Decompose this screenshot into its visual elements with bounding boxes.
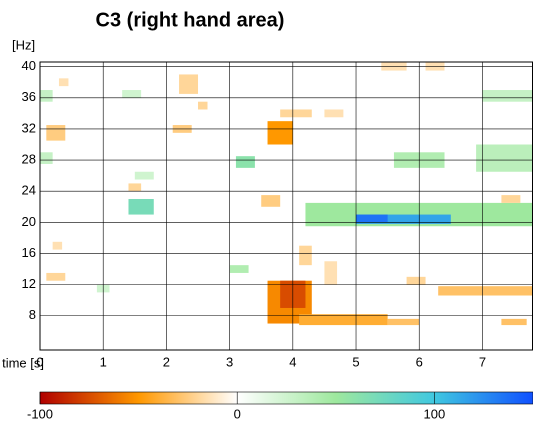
x-tick-label: 2	[163, 354, 170, 369]
heatmap-cell	[46, 272, 66, 281]
heatmap-cell	[381, 62, 407, 71]
heatmap-cell	[387, 318, 420, 326]
heatmap-cell	[501, 318, 527, 326]
x-tick-label: 3	[226, 354, 233, 369]
heatmap-cell	[198, 101, 208, 110]
heatmap-cell	[501, 195, 521, 203]
heatmap-cell	[438, 286, 533, 296]
y-tick-label: 24	[22, 183, 36, 198]
heatmap-cell	[324, 261, 338, 285]
colorbar-tick-label: 0	[234, 406, 241, 421]
heatmap-cell	[179, 74, 199, 94]
heatmap-cell	[476, 144, 533, 172]
chart-title: C3 (right hand area)	[96, 9, 285, 31]
x-tick-label: 6	[416, 354, 423, 369]
heatmap-cell	[356, 214, 451, 224]
heatmap-cell	[299, 314, 388, 326]
y-tick-label: 12	[22, 276, 36, 291]
heatmap-cell	[425, 62, 445, 71]
y-tick-label: 36	[22, 89, 36, 104]
heatmap-cell	[134, 171, 154, 180]
y-tick-label: 32	[22, 120, 36, 135]
colorbar-tick-label: 100	[424, 406, 446, 421]
heatmap-cell	[46, 125, 66, 141]
heatmap-cell	[280, 109, 312, 118]
x-tick-label: 1	[100, 354, 107, 369]
x-tick-label: 4	[289, 354, 296, 369]
heatmap-cell	[261, 195, 281, 207]
heatmap-cell	[267, 121, 293, 145]
colorbar-tick-label: -100	[27, 406, 53, 421]
colorbar	[39, 391, 533, 405]
x-tick-label: 5	[352, 354, 359, 369]
y-axis-label: [Hz]	[12, 37, 35, 52]
heatmap-cell	[40, 90, 53, 102]
heatmap-cell	[324, 109, 344, 118]
heatmap-cell	[356, 214, 388, 223]
heatmap-cell	[128, 183, 142, 192]
heatmap-cell	[52, 241, 63, 250]
y-tick-label: 8	[29, 307, 36, 322]
heatmap-cell	[122, 90, 142, 98]
heatmap-cell	[235, 156, 255, 168]
x-tick-label: 7	[479, 354, 486, 369]
heatmap-cell	[229, 265, 249, 273]
x-axis-label: time [s]	[2, 355, 44, 370]
heatmap-cell	[482, 90, 533, 102]
y-tick-label: 40	[22, 58, 36, 73]
heatmap-cell	[40, 152, 53, 164]
x-tick-label: 0	[36, 354, 43, 369]
heatmap-cell	[299, 245, 312, 266]
y-tick-label: 28	[22, 152, 36, 167]
y-tick-label: 20	[22, 214, 36, 229]
y-tick-label: 16	[22, 245, 36, 260]
heatmap-cell	[128, 198, 154, 215]
heatmap-cell	[58, 78, 69, 87]
heatmap-cell	[406, 276, 426, 285]
